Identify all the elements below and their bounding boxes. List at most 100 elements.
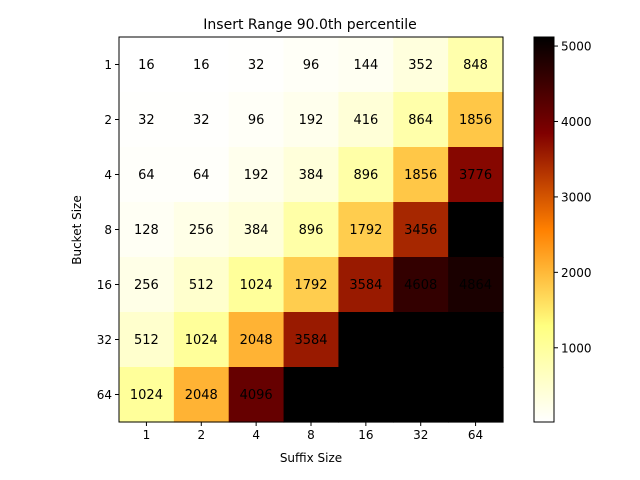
x-tick-label: 16 xyxy=(358,428,373,442)
y-tick-label: 4 xyxy=(104,168,112,182)
y-tick-label: 64 xyxy=(97,388,112,402)
heatmap-cell xyxy=(393,312,449,368)
heatmap-cell xyxy=(119,312,175,368)
heatmap-cell xyxy=(119,92,175,148)
heatmap-cell xyxy=(338,147,394,203)
x-tick-label: 32 xyxy=(413,428,428,442)
cell-value-label: 192 xyxy=(244,168,269,183)
cell-value-label: 848 xyxy=(463,58,488,73)
x-tick-label: 8 xyxy=(307,428,315,442)
heatmap-cell xyxy=(283,37,340,93)
cell-value-label: 144 xyxy=(353,58,378,73)
heatmap-cell xyxy=(448,147,504,203)
cell-value-label: 1792 xyxy=(349,223,382,238)
cell-value-label: 864 xyxy=(408,113,433,128)
cell-value-label: 5120 xyxy=(459,223,492,238)
cell-value-label: 128 xyxy=(134,223,159,238)
cell-value-label: 2048 xyxy=(185,388,218,403)
heatmap-cell xyxy=(338,202,394,258)
cell-value-label: 5120 xyxy=(404,388,437,403)
x-tick-label: 64 xyxy=(468,428,483,442)
heatmap-cell xyxy=(393,257,449,313)
cell-value-label: 896 xyxy=(299,223,324,238)
cell-value-label: 1856 xyxy=(404,168,437,183)
heatmap-cell xyxy=(448,312,504,368)
cell-value-label: 3456 xyxy=(404,223,437,238)
colorbar-gradient xyxy=(534,37,554,422)
cell-value-label: 1792 xyxy=(294,278,327,293)
heatmap-cell xyxy=(173,367,230,423)
y-axis-label: Bucket Size xyxy=(70,195,84,265)
cell-value-label: 1856 xyxy=(459,113,492,128)
cell-value-label: 384 xyxy=(299,168,324,183)
cell-value-label: 64 xyxy=(193,168,210,183)
heatmap-cell xyxy=(173,37,230,93)
heatmap-cell xyxy=(338,257,394,313)
x-tick-label: 4 xyxy=(252,428,260,442)
heatmap-cell xyxy=(119,147,175,203)
cell-value-label: 5120 xyxy=(349,388,382,403)
cell-value-label: 256 xyxy=(189,223,214,238)
cell-value-label: 2048 xyxy=(240,333,273,348)
y-tick-label: 32 xyxy=(97,333,112,347)
colorbar-tick-label: 4000 xyxy=(561,115,592,129)
cell-value-label: 1024 xyxy=(185,333,218,348)
cell-value-label: 512 xyxy=(189,278,214,293)
heatmap-cell xyxy=(173,202,230,258)
heatmap-cell xyxy=(228,202,285,258)
cell-value-label: 3584 xyxy=(349,278,382,293)
y-tick-label: 1 xyxy=(104,58,112,72)
x-tick-label: 2 xyxy=(197,428,205,442)
y-tick-label: 2 xyxy=(104,113,112,127)
cell-value-label: 384 xyxy=(244,223,269,238)
heatmap-cell xyxy=(338,92,394,148)
cell-value-label: 4608 xyxy=(404,278,437,293)
colorbar-tick-label: 1000 xyxy=(561,341,592,355)
heatmap-cell xyxy=(393,147,449,203)
colorbar-tick-label: 5000 xyxy=(561,40,592,54)
cell-value-label: 256 xyxy=(134,278,159,293)
heatmap-cell xyxy=(228,312,285,368)
x-tick-label: 1 xyxy=(143,428,151,442)
heatmap-cell xyxy=(338,367,394,423)
heatmap-cell xyxy=(228,147,285,203)
colorbar-tick-label: 2000 xyxy=(561,266,592,280)
colorbar: 1000 2000 3000 4000 5000 xyxy=(533,36,592,423)
heatmap-cell xyxy=(283,312,340,368)
cell-value-label: 5120 xyxy=(459,333,492,348)
heatmap-cell xyxy=(338,37,394,93)
cell-value-label: 4864 xyxy=(459,278,492,293)
cell-value-label: 5120 xyxy=(349,333,382,348)
cell-value-label: 1024 xyxy=(240,278,273,293)
colorbar-tick-label: 3000 xyxy=(561,190,592,204)
y-tick-label: 16 xyxy=(97,278,112,292)
heatmap-cells: 16 16 32 96 144 352 848 32 32 96 192 416 864 1856 64 64… xyxy=(119,37,504,423)
heatmap-cell xyxy=(448,257,504,313)
y-tick-label: 8 xyxy=(104,223,112,237)
heatmap-cell xyxy=(228,92,285,148)
cell-value-label: 16 xyxy=(138,58,155,73)
heatmap-cell xyxy=(393,202,449,258)
cell-value-label: 96 xyxy=(248,113,265,128)
y-axis: 1 2 4 8 16 32 64 xyxy=(97,58,119,402)
heatmap-cell xyxy=(119,37,175,93)
cell-value-label: 64 xyxy=(138,168,155,183)
heatmap-cell xyxy=(448,202,504,258)
heatmap-cell xyxy=(119,202,175,258)
heatmap-cell xyxy=(228,257,285,313)
cell-value-label: 4096 xyxy=(240,388,273,403)
heatmap-cell xyxy=(448,367,504,423)
heatmap-cell xyxy=(119,367,175,423)
heatmap-cell xyxy=(119,257,175,313)
heatmap-cell xyxy=(448,37,504,93)
cell-value-label: 5120 xyxy=(404,333,437,348)
heatmap-cell xyxy=(283,202,340,258)
heatmap-cell xyxy=(393,37,449,93)
cell-value-label: 32 xyxy=(138,113,155,128)
cell-value-label: 512 xyxy=(134,333,159,348)
cell-value-label: 3776 xyxy=(459,168,492,183)
colorbar-frame xyxy=(533,36,555,423)
cell-value-label: 16 xyxy=(193,58,210,73)
cell-value-label: 352 xyxy=(408,58,433,73)
